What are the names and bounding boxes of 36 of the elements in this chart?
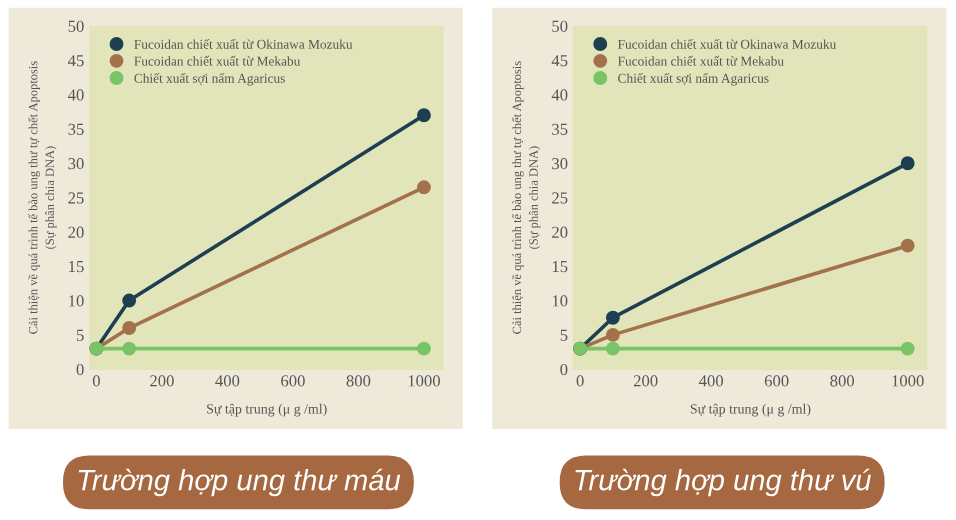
x-tick-label: 1000 — [408, 375, 440, 387]
y-tick-label: 25 — [552, 192, 568, 204]
x-tick-label: 200 — [150, 375, 174, 387]
x-tick-label: 800 — [830, 375, 855, 387]
y-tick-label: 40 — [67, 89, 84, 101]
y-tick-label: 15 — [552, 261, 568, 273]
y-tick-label: 5 — [560, 329, 568, 341]
y-tick-label: 10 — [552, 295, 568, 307]
x-tick-label: 800 — [346, 375, 371, 387]
x-tick-label: 600 — [281, 375, 305, 387]
x-tick-label: 0 — [576, 375, 584, 387]
text: Trường hợp ung thư máu — [78, 468, 401, 497]
y-tick-label: 25 — [68, 192, 84, 204]
x-tick-label: 400 — [215, 375, 240, 387]
y-tick-label: 40 — [551, 89, 568, 101]
x-tick-label: 200 — [633, 375, 658, 387]
text: Trường hợp ung thư vú — [575, 468, 871, 497]
x-tick-label: 0 — [92, 375, 100, 387]
y-tick-label: 30 — [68, 157, 84, 170]
y-tick-label: 30 — [552, 157, 568, 170]
x-tick-label: 400 — [698, 375, 724, 387]
y-tick-label: 35 — [68, 123, 84, 135]
y-tick-label: 45 — [67, 55, 84, 67]
y-tick-label: 50 — [552, 20, 568, 32]
x-tick-label: 600 — [764, 375, 789, 387]
y-tick-label: 45 — [551, 55, 568, 67]
y-tick-label: 50 — [68, 20, 84, 32]
y-tick-label: 0 — [560, 363, 568, 376]
x-tick-label: 1000 — [892, 375, 924, 387]
y-tick-label: 10 — [69, 295, 84, 307]
y-tick-label: 35 — [552, 123, 568, 135]
y-tick-label: 0 — [76, 363, 84, 376]
y-tick-label: 20 — [68, 226, 84, 238]
y-tick-label: 5 — [76, 329, 84, 341]
y-tick-label: 20 — [552, 226, 568, 238]
y-tick-label: 15 — [69, 261, 84, 273]
